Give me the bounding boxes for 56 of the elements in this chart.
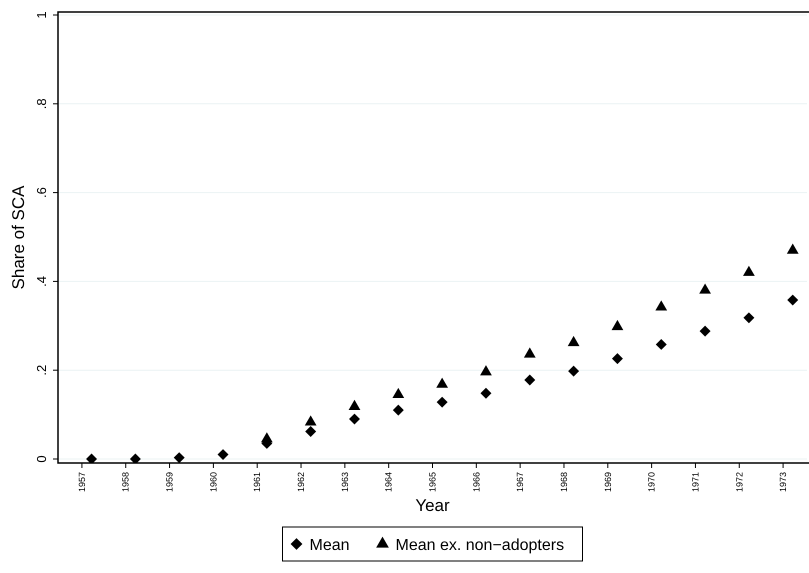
x-tick-label: 1971: [690, 472, 700, 492]
point: [524, 347, 536, 358]
x-tick-label: 1961: [252, 472, 262, 492]
point: [700, 326, 711, 337]
x-tick-label: 1968: [558, 472, 569, 492]
point: [130, 454, 141, 463]
point: [656, 338, 667, 350]
point: [480, 388, 492, 399]
x-axis-title: Year: [415, 496, 450, 515]
point: [612, 353, 623, 364]
point: [260, 432, 273, 442]
x-tick-label: 1959: [164, 472, 175, 492]
y-tick-label: .2: [34, 364, 49, 376]
x-tick-label: 1967: [515, 472, 526, 492]
y-tick-label: .4: [34, 276, 49, 287]
y-tick-label: 0: [34, 455, 49, 463]
point: [612, 320, 624, 330]
point: [174, 452, 185, 463]
point: [304, 415, 317, 426]
legend-label: Mean ex. non−adopters: [396, 537, 564, 554]
point: [743, 266, 755, 276]
x-tick-label: 1965: [428, 472, 438, 492]
x-tick-label: 1969: [602, 472, 613, 492]
point: [786, 244, 799, 254]
point: [743, 312, 754, 324]
point: [480, 365, 492, 376]
x-tick-label: 1962: [296, 472, 306, 492]
x-tick-label: 1973: [778, 472, 788, 492]
x-tick-label: 1957: [76, 472, 87, 492]
point: [436, 396, 448, 408]
point: [568, 336, 580, 346]
point: [655, 300, 668, 311]
y-tick-label: 1: [34, 11, 49, 19]
point: [305, 426, 316, 437]
point: [436, 378, 448, 388]
point: [392, 388, 404, 398]
x-tick-label: 1964: [384, 472, 394, 492]
x-tick-label: 1958: [120, 472, 131, 492]
x-tick-label: 1963: [340, 472, 350, 492]
point: [86, 454, 98, 463]
legend-label: Mean: [310, 537, 350, 554]
x-tick-label: 1966: [471, 472, 482, 492]
x-tick-label: 1960: [208, 472, 218, 492]
point: [699, 283, 711, 294]
x-tick-label: 1972: [734, 472, 744, 492]
y-tick-label: .6: [34, 187, 49, 198]
point: [348, 400, 360, 410]
point: [787, 294, 798, 306]
point: [349, 414, 360, 425]
point: [568, 366, 580, 377]
point: [392, 404, 404, 416]
x-tick-label: 1970: [646, 472, 657, 492]
y-tick-label: .8: [34, 98, 49, 110]
point: [524, 374, 536, 386]
point: [218, 449, 228, 460]
y-axis-title: Share of SCA: [9, 184, 28, 290]
